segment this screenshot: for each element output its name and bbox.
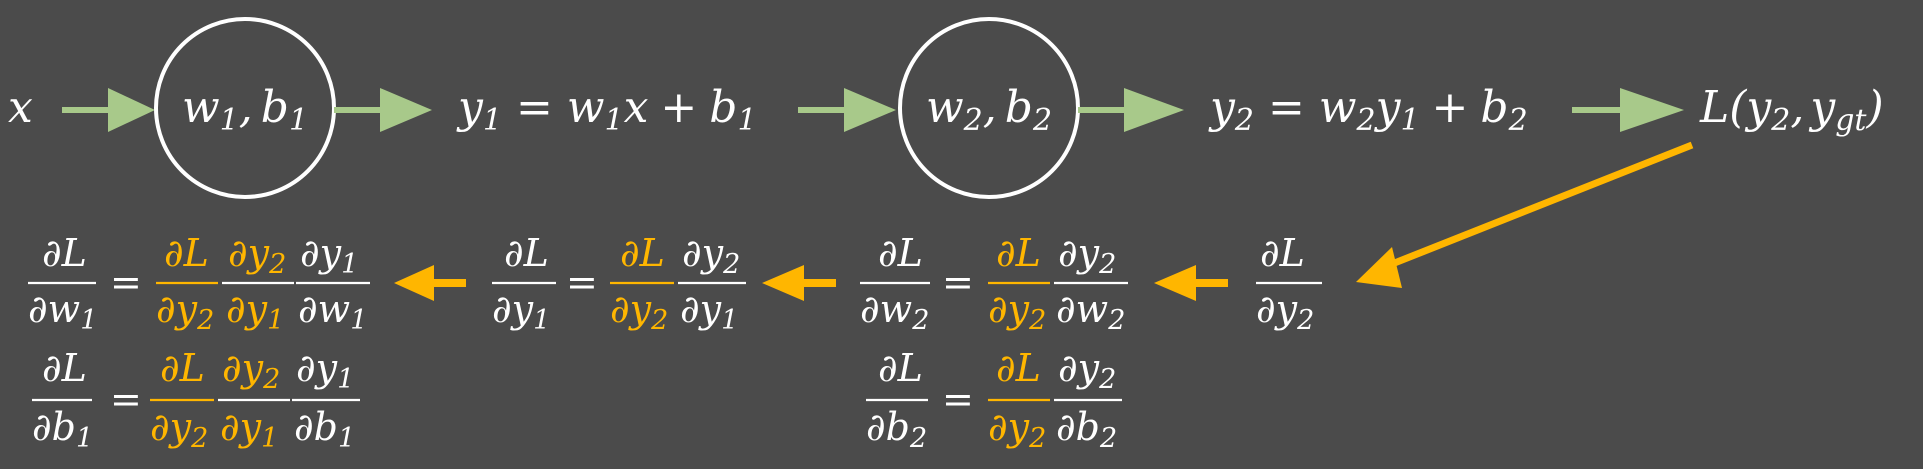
input-x: x [8, 82, 33, 133]
forward-arrow-3 [798, 88, 896, 132]
svg-text:∂L: ∂L [620, 231, 665, 275]
svg-text:∂y2: ∂y2 [1256, 287, 1314, 336]
svg-text:∂y2: ∂y2 [988, 287, 1046, 336]
svg-text:=: = [942, 260, 974, 304]
svg-text:∂y2: ∂y2 [1058, 231, 1116, 280]
svg-text:∂w2: ∂w2 [860, 287, 929, 336]
node-1-bias-sub: 1 [289, 103, 308, 138]
svg-text:∂y1: ∂y1 [680, 287, 738, 336]
svg-text:∂y2: ∂y2 [228, 231, 286, 280]
svg-text:∂w1: ∂w1 [28, 287, 97, 336]
forward-arrow-2 [334, 88, 432, 132]
svg-text:∂y1: ∂y1 [226, 287, 284, 336]
node-2-weight-sub: 2 [963, 103, 983, 138]
svg-text:∂y2: ∂y2 [222, 346, 280, 395]
equation-y2: y2 = w2y1 + b2 [1208, 82, 1528, 138]
node-1-weight: w [182, 82, 220, 133]
equation-y1: y1 = w1x + b1 [456, 82, 757, 138]
grad-dL-dy1: ∂L ∂y1 = ∂L ∂y2 ∂y2 ∂y1 [492, 231, 746, 336]
node-2-weight: w [926, 82, 964, 133]
grad-dL-dy2: ∂L ∂y2 [1256, 231, 1322, 336]
svg-text:∂w2: ∂w2 [1056, 287, 1125, 336]
svg-text:∂b1: ∂b1 [32, 405, 93, 454]
svg-text:=: = [942, 377, 974, 421]
svg-text:∂L: ∂L [42, 346, 87, 390]
svg-text:∂L: ∂L [996, 346, 1041, 390]
svg-text:∂y2: ∂y2 [682, 231, 740, 280]
svg-text:∂y2: ∂y2 [610, 287, 668, 336]
grad-dL-dw1: ∂L ∂w1 = ∂L ∂y2 ∂y2 ∂y1 ∂y1 ∂w1 [28, 231, 370, 336]
node-1-bias: b [261, 82, 289, 133]
svg-text:∂L: ∂L [504, 231, 549, 275]
node-1-sep: , [239, 82, 253, 133]
svg-text:∂b2: ∂b2 [1056, 405, 1117, 454]
svg-text:∂L: ∂L [164, 231, 209, 275]
svg-text:=: = [566, 260, 598, 304]
svg-text:∂b1: ∂b1 [294, 405, 355, 454]
node-1: w1, b1 [154, 17, 336, 199]
svg-text:∂L: ∂L [878, 346, 923, 390]
grad-dL-db2: ∂L ∂b2 = ∂L ∂y2 ∂y2 ∂b2 [866, 346, 1122, 454]
svg-text:∂y2: ∂y2 [1058, 346, 1116, 395]
svg-text:∂y1: ∂y1 [492, 287, 550, 336]
svg-text:=: = [110, 377, 142, 421]
svg-text:∂y2: ∂y2 [988, 405, 1046, 454]
node-2-bias-sub: 2 [1032, 103, 1052, 138]
svg-text:w2,b2: w2, b2 [926, 82, 1052, 138]
forward-arrow-4 [1078, 88, 1184, 132]
svg-text:∂L: ∂L [160, 346, 205, 390]
svg-text:∂y1: ∂y1 [300, 231, 358, 280]
svg-text:∂L: ∂L [878, 231, 923, 275]
svg-text:∂y1: ∂y1 [220, 405, 278, 454]
backward-arrow-3 [1154, 265, 1228, 301]
backward-arrow-1 [394, 265, 466, 301]
loss-function: L(y2, ygt) [1699, 82, 1884, 138]
node-1-weight-sub: 1 [220, 103, 239, 138]
forward-arrow-1 [62, 88, 155, 132]
svg-text:∂L: ∂L [1260, 231, 1305, 275]
backward-arrows [394, 141, 1694, 301]
svg-text:∂L: ∂L [996, 231, 1041, 275]
node-2: w2, b2 [898, 17, 1080, 199]
grad-dL-db1: ∂L ∂b1 = ∂L ∂y2 ∂y2 ∂y1 ∂y1 ∂b1 [32, 346, 360, 454]
node-2-bias: b [1005, 82, 1033, 133]
svg-text:∂y1: ∂y1 [296, 346, 354, 395]
svg-text:∂y2: ∂y2 [156, 287, 214, 336]
svg-text:∂L: ∂L [42, 231, 87, 275]
forward-arrow-5 [1572, 88, 1684, 132]
svg-text:∂w1: ∂w1 [298, 287, 367, 336]
svg-text:∂b2: ∂b2 [866, 405, 927, 454]
svg-text:=: = [110, 260, 142, 304]
backward-arrow-diagonal [1356, 141, 1694, 288]
backward-arrow-2 [762, 265, 836, 301]
svg-text:w1,b1: w1, b1 [182, 82, 308, 138]
svg-text:∂y2: ∂y2 [150, 405, 208, 454]
grad-dL-dw2: ∂L ∂w2 = ∂L ∂y2 ∂y2 ∂w2 [860, 231, 1128, 336]
forward-pass: x w1, b1 y1 = w1x + b1 w2, b2 [8, 17, 1884, 199]
node-2-sep: , [983, 82, 997, 133]
